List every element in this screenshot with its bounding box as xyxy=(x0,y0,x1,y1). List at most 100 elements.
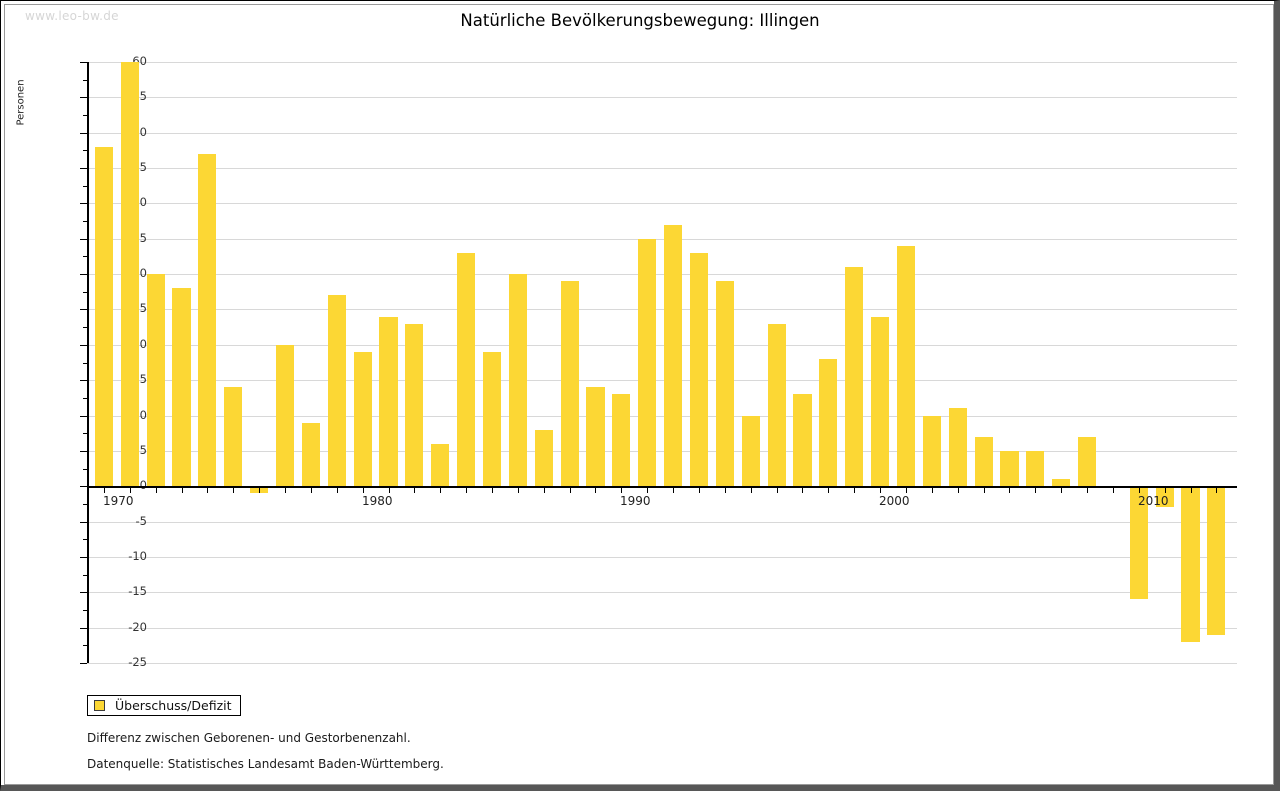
bar[interactable] xyxy=(741,415,760,487)
x-tick xyxy=(880,486,881,494)
bar[interactable] xyxy=(689,252,709,487)
bar[interactable] xyxy=(301,422,320,487)
legend-swatch-icon xyxy=(94,700,105,711)
bar[interactable] xyxy=(405,323,424,487)
bar[interactable] xyxy=(379,316,398,487)
y-tick-label: -5 xyxy=(135,513,147,528)
x-tick xyxy=(233,486,234,494)
bar[interactable] xyxy=(1207,486,1226,635)
bar[interactable] xyxy=(664,224,683,487)
bar[interactable] xyxy=(586,387,605,487)
y-tick-minor xyxy=(83,221,87,223)
bar[interactable] xyxy=(534,429,553,487)
y-tick xyxy=(80,344,87,346)
y-tick xyxy=(80,274,87,276)
x-tick xyxy=(673,486,674,494)
zero-axis-line xyxy=(87,486,1237,489)
x-tick xyxy=(1061,486,1062,494)
bar[interactable] xyxy=(1129,486,1148,600)
chart-legend[interactable]: Überschuss/Defizit xyxy=(87,695,241,716)
bar[interactable] xyxy=(612,394,631,487)
bar[interactable] xyxy=(1000,450,1019,487)
gridline xyxy=(87,521,1237,523)
bar[interactable] xyxy=(1026,450,1045,487)
x-tick xyxy=(1216,486,1217,494)
bar[interactable] xyxy=(948,408,967,487)
y-tick-minor xyxy=(83,362,87,364)
bar[interactable] xyxy=(94,146,113,487)
x-tick-label: 1990 xyxy=(620,494,651,509)
gridline xyxy=(87,592,1237,594)
bar[interactable] xyxy=(1078,436,1097,487)
bar[interactable] xyxy=(974,436,993,487)
bar[interactable] xyxy=(431,443,450,487)
x-tick xyxy=(544,486,545,494)
y-tick-label: 5 xyxy=(139,442,147,457)
y-tick xyxy=(80,486,87,488)
x-tick xyxy=(828,486,829,494)
bar[interactable] xyxy=(172,288,191,487)
x-tick xyxy=(958,486,959,494)
bar[interactable] xyxy=(819,358,838,487)
gridline xyxy=(87,203,1237,205)
bar[interactable] xyxy=(198,153,217,487)
bar[interactable] xyxy=(353,351,372,487)
bar[interactable] xyxy=(1052,479,1071,487)
y-tick xyxy=(80,450,87,452)
bar[interactable] xyxy=(146,274,165,487)
y-tick xyxy=(80,627,87,629)
gridline xyxy=(87,380,1237,382)
gridline xyxy=(87,309,1237,311)
y-tick xyxy=(80,309,87,311)
bar[interactable] xyxy=(1181,486,1200,642)
bar[interactable] xyxy=(224,387,243,487)
y-tick-label: -20 xyxy=(128,619,147,634)
y-tick xyxy=(80,238,87,240)
bar[interactable] xyxy=(508,274,527,487)
gridline xyxy=(87,168,1237,170)
y-tick-minor xyxy=(83,291,87,293)
x-tick xyxy=(751,486,752,494)
y-tick-minor xyxy=(83,397,87,399)
x-tick xyxy=(621,486,622,494)
bar[interactable] xyxy=(275,344,295,487)
y-tick xyxy=(80,592,87,594)
bar[interactable] xyxy=(715,281,734,487)
y-tick-minor xyxy=(83,150,87,152)
bar[interactable] xyxy=(922,415,941,487)
x-tick xyxy=(1035,486,1036,494)
bar[interactable] xyxy=(793,394,812,487)
bar[interactable] xyxy=(482,351,502,487)
bar[interactable] xyxy=(560,281,579,487)
x-tick xyxy=(311,486,312,494)
bar[interactable] xyxy=(767,323,786,487)
gridline xyxy=(87,415,1237,417)
y-axis-line xyxy=(87,62,89,663)
x-tick xyxy=(414,486,415,494)
gridline xyxy=(87,238,1237,240)
bar[interactable] xyxy=(638,238,657,487)
bar[interactable] xyxy=(845,267,864,487)
bar[interactable] xyxy=(896,245,915,487)
x-tick-label: 2010 xyxy=(1138,494,1169,509)
x-tick xyxy=(906,486,907,494)
y-tick xyxy=(80,663,87,664)
x-tick xyxy=(570,486,571,494)
bar[interactable] xyxy=(120,62,139,487)
y-tick-minor xyxy=(83,115,87,117)
x-tick xyxy=(932,486,933,494)
y-tick-label: -25 xyxy=(128,655,147,669)
x-tick xyxy=(699,486,700,494)
x-tick xyxy=(1191,486,1192,494)
watermark-text: www.leo-bw.de xyxy=(25,9,119,23)
y-tick-minor xyxy=(83,503,87,505)
y-tick xyxy=(80,132,87,134)
bar[interactable] xyxy=(327,295,346,487)
bar[interactable] xyxy=(457,252,476,487)
gridline xyxy=(87,663,1237,664)
legend-label: Überschuss/Defizit xyxy=(115,698,232,713)
x-tick xyxy=(337,486,338,494)
bar[interactable] xyxy=(871,316,890,487)
bar[interactable] xyxy=(1155,486,1174,508)
y-tick xyxy=(80,521,87,523)
